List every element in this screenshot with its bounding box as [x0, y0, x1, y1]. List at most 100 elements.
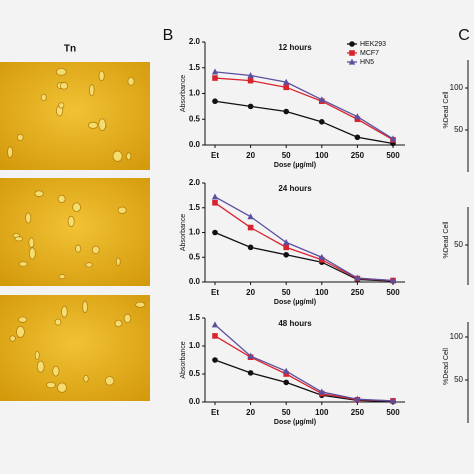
marker: [283, 239, 290, 245]
cell: [89, 84, 95, 97]
y-tick-label: 0.5: [189, 369, 201, 378]
x-tick-label: Et: [211, 151, 219, 160]
x-tick-label: 100: [315, 151, 329, 160]
y-tick-label: 0.0: [189, 140, 201, 149]
cell: [104, 376, 115, 386]
cell: [61, 305, 68, 318]
x-tick-label: 250: [351, 151, 365, 160]
marker: [247, 352, 254, 359]
marker: [318, 96, 325, 103]
cell: [28, 237, 35, 248]
marker: [354, 134, 361, 141]
x-tick-label: 20: [246, 151, 255, 160]
series-line: [214, 77, 394, 141]
cell: [59, 82, 69, 90]
marker: [349, 41, 355, 47]
cell: [115, 257, 121, 266]
legend-label: HN5: [360, 59, 374, 66]
cell: [98, 70, 105, 82]
x-tick-label: 100: [315, 408, 329, 417]
chart-title: 48 hours: [278, 319, 312, 328]
marker: [212, 75, 218, 81]
marker: [247, 103, 254, 110]
chart-title: 24 hours: [278, 184, 312, 193]
marker: [283, 251, 290, 258]
marker: [318, 253, 325, 260]
cell: [126, 152, 132, 161]
x-tick-label: 250: [351, 408, 365, 417]
marker: [283, 367, 290, 374]
y-tick-label: 100: [450, 83, 464, 92]
cell: [34, 190, 44, 197]
marker: [247, 370, 254, 376]
x-tick-label: 500: [386, 288, 400, 297]
cell: [25, 212, 32, 224]
cell: [46, 381, 56, 389]
micrograph: [0, 178, 150, 286]
legend-label: HEK293: [360, 41, 386, 48]
cell: [36, 360, 45, 373]
y-axis-label: %Dead Cell: [443, 91, 450, 128]
marker: [389, 277, 397, 284]
marker: [211, 193, 219, 200]
x-tick-label: Et: [211, 408, 219, 417]
y-tick-label: 1.0: [189, 341, 201, 350]
x-axis-label: Dose (µg/ml): [274, 299, 316, 306]
marker: [283, 84, 289, 91]
y-tick-label: 0.5: [189, 114, 201, 123]
y-tick-label: 1.5: [189, 203, 201, 212]
cell: [85, 262, 93, 268]
cell: [7, 146, 14, 158]
marker: [354, 274, 361, 281]
marker: [349, 50, 355, 56]
x-tick-label: 50: [282, 408, 291, 417]
cell: [28, 247, 36, 260]
cell: [18, 316, 28, 323]
cell: [57, 194, 66, 204]
marker: [211, 321, 219, 328]
y-tick-label: 100: [450, 332, 464, 341]
y-tick-label: 0.0: [189, 277, 201, 286]
marker: [283, 371, 289, 377]
marker: [348, 58, 356, 65]
y-tick-label: 2.0: [189, 37, 201, 46]
cell: [82, 300, 89, 314]
marker: [283, 379, 290, 386]
x-axis-label: Dose (µg/ml): [274, 162, 316, 169]
cell: [58, 274, 66, 280]
cell: [18, 261, 28, 267]
x-tick-label: Et: [211, 288, 219, 297]
x-tick-label: 100: [315, 288, 329, 297]
marker: [212, 229, 218, 236]
y-tick-label: 50: [454, 125, 463, 134]
marker: [212, 357, 218, 363]
panel-label: B: [163, 27, 174, 44]
y-axis-label: Absorbance: [180, 214, 187, 251]
cell: [114, 319, 123, 328]
series-line: [214, 324, 394, 402]
marker: [283, 108, 290, 115]
cell: [123, 313, 132, 324]
marker: [247, 213, 254, 220]
marker: [354, 113, 361, 120]
cell: [135, 301, 146, 308]
cell: [127, 76, 135, 86]
cell: [54, 318, 62, 326]
y-tick-label: 0.0: [189, 397, 201, 406]
cell: [55, 68, 67, 76]
marker: [389, 135, 397, 142]
cell: [9, 335, 16, 342]
marker: [212, 98, 218, 105]
series-line: [214, 71, 394, 140]
micrograph: [0, 62, 150, 170]
cell: [14, 236, 23, 242]
cell: [67, 215, 75, 228]
cell: [40, 93, 47, 102]
y-tick-label: 1.5: [189, 63, 201, 72]
y-tick-label: 2.0: [189, 178, 201, 187]
x-tick-label: 250: [351, 288, 365, 297]
y-axis-label: Absorbance: [180, 75, 187, 112]
cell: [58, 102, 65, 109]
legend-label: MCF7: [360, 50, 379, 57]
cell: [98, 118, 107, 131]
